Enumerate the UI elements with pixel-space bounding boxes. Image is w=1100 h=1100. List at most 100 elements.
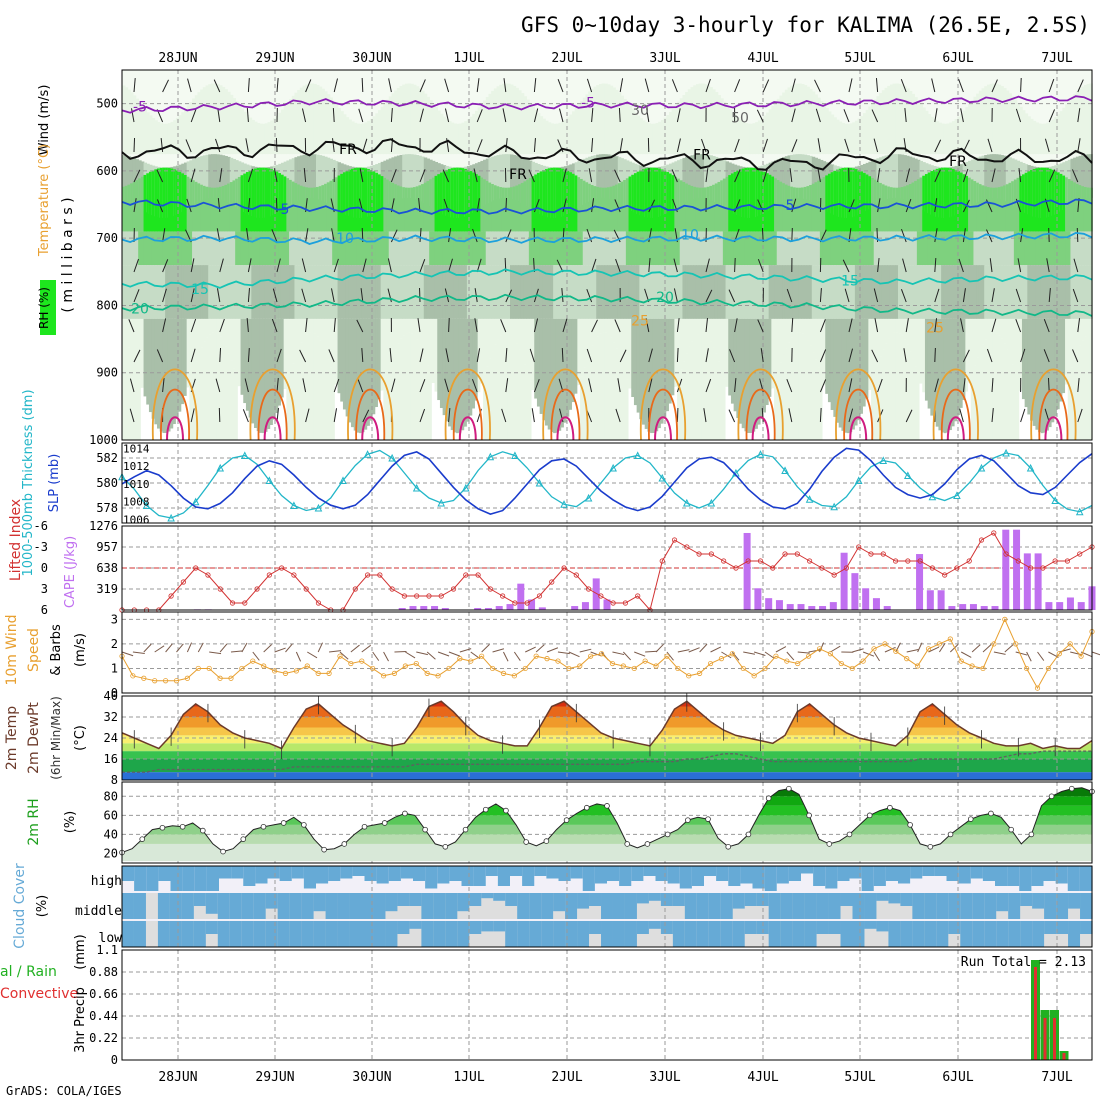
wind-barb-icon [476, 139, 483, 153]
rh-band [693, 154, 697, 199]
rh-band [310, 83, 315, 155]
rh-band [351, 427, 355, 440]
rh-band [601, 332, 606, 440]
cloud-cell [1007, 866, 1020, 886]
rh-band [571, 318, 576, 403]
rh-band [510, 187, 514, 232]
rh-band [407, 187, 412, 232]
rh-band [733, 411, 738, 440]
wind-barb-icon [302, 378, 307, 393]
rh-band [941, 265, 945, 319]
rh-band [706, 318, 711, 338]
cloud-cell [206, 866, 220, 891]
wind-barb-icon [648, 348, 653, 363]
rh-band [256, 122, 261, 155]
lifted-point [892, 558, 899, 564]
rh-band [1035, 265, 1039, 319]
isotherm-30-loop [355, 388, 386, 441]
rh-band [442, 231, 447, 266]
rh-band [639, 170, 643, 232]
rh-band [254, 265, 258, 319]
cloud-cell [277, 893, 291, 919]
wind10-point [162, 678, 169, 684]
wind-barb-icon [362, 409, 370, 423]
rh-band [183, 318, 188, 396]
rh-band [798, 83, 802, 155]
rh-band [860, 116, 864, 155]
rh-band [970, 231, 975, 266]
rh-band [359, 265, 363, 319]
cape-bar [1045, 602, 1053, 610]
rh-band [760, 170, 765, 232]
cloud-cell [433, 893, 446, 919]
cloud-cell [972, 893, 985, 919]
isotherm-25-loop [639, 368, 687, 441]
rh-band [299, 155, 304, 200]
rh-band [763, 231, 767, 266]
cloud-cell [720, 921, 734, 947]
rh-band [458, 167, 463, 232]
rh-band [755, 265, 759, 319]
rh-band [895, 187, 899, 232]
rh-band [267, 429, 271, 440]
rh-band [321, 88, 325, 155]
wind10-point [511, 673, 517, 679]
rh-band [941, 432, 945, 440]
rh-band [957, 171, 961, 232]
rh-band [704, 334, 708, 440]
rh-band [442, 415, 447, 440]
rh-band [138, 318, 142, 380]
rh-band [801, 318, 805, 334]
wind-barb-icon [819, 349, 827, 363]
rh-band [146, 404, 150, 440]
rh-band [474, 318, 479, 401]
rh-band [542, 420, 546, 440]
rh-band [305, 265, 309, 319]
rh-band [879, 231, 883, 266]
rh-band [423, 318, 428, 358]
rh-band [488, 265, 492, 319]
rh-band [536, 113, 541, 155]
rh-band [318, 340, 323, 440]
cape-bar [808, 606, 816, 610]
rh-band [1070, 367, 1074, 440]
rh-band [550, 265, 554, 319]
rh-band [367, 169, 371, 232]
wind-barb-icon [247, 198, 251, 213]
lifted-point [352, 586, 358, 592]
rh-band [539, 265, 544, 319]
rh-band [493, 318, 498, 345]
rh-band [1073, 157, 1077, 204]
rh-band [143, 318, 148, 397]
wind10-point [348, 660, 354, 667]
thickness-point [535, 478, 544, 487]
rh-band [1035, 429, 1039, 440]
rh-band [410, 318, 414, 334]
cloud-cell [376, 866, 390, 884]
rh-band [617, 318, 622, 356]
rh-band [943, 433, 948, 440]
wind10-barb-icon [132, 651, 145, 655]
cloud-row-label: low [99, 931, 123, 946]
rh-band [938, 122, 942, 155]
isotherm-line [121, 95, 1093, 114]
rh-band [631, 318, 635, 398]
rh-band [148, 412, 153, 440]
contour-label: -5 [581, 96, 595, 112]
rh-band [332, 265, 336, 319]
rh-band [582, 318, 587, 368]
cloud-cell [1056, 921, 1069, 934]
rh-band [1075, 351, 1080, 440]
wind-barb-icon [1048, 169, 1056, 183]
wind-barb-icon [156, 349, 164, 363]
rh-band [784, 348, 789, 440]
rh-band [297, 265, 301, 319]
rh-band [628, 105, 633, 155]
rh2m-point [866, 812, 873, 819]
lifted-tick-label: -6 [34, 519, 48, 533]
rh-band [916, 265, 921, 319]
lifted-point [193, 565, 199, 571]
lifted-point [770, 565, 776, 571]
rh-band [345, 231, 350, 266]
wind-barb-icon [762, 138, 768, 153]
